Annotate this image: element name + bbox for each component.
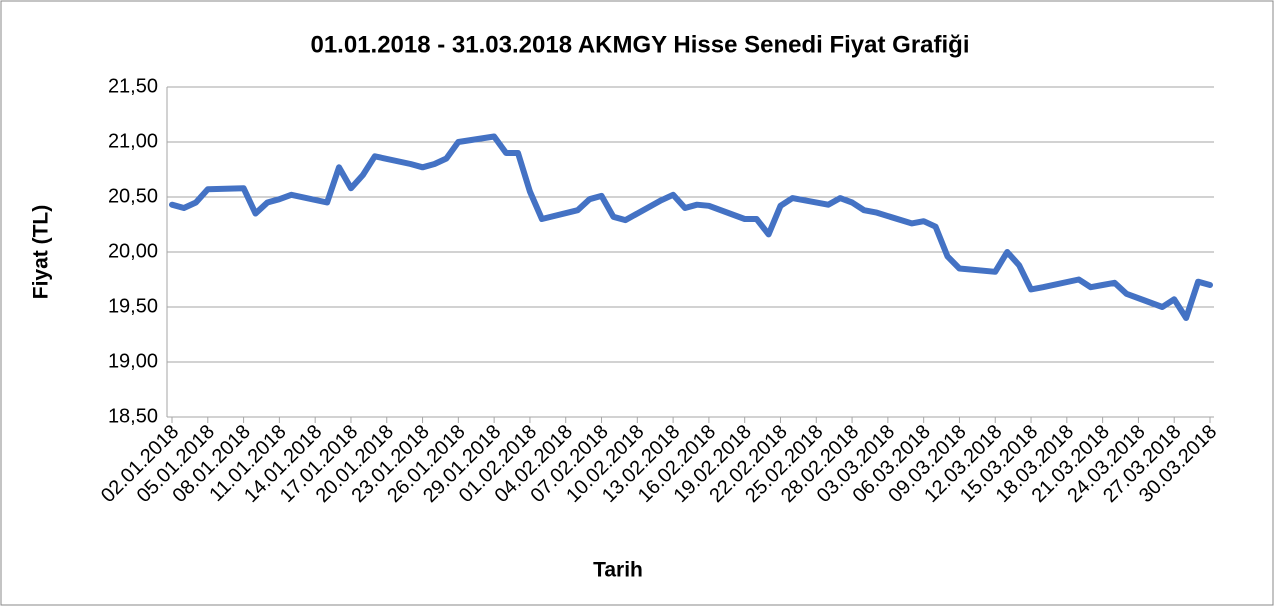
y-tick-label: 18,50 <box>108 405 158 427</box>
y-tick-label: 19,50 <box>108 295 158 317</box>
y-tick-label: 19,00 <box>108 350 158 372</box>
chart-title: 01.01.2018 - 31.03.2018 AKMGY Hisse Sene… <box>310 31 969 58</box>
price-line <box>169 133 1213 321</box>
y-tick-label: 21,00 <box>108 130 158 152</box>
x-axis-title: Tarih <box>593 559 643 582</box>
y-tick-label: 21,50 <box>108 75 158 97</box>
y-axis-title: Fiyat (TL) <box>30 205 53 300</box>
y-tick-label: 20,50 <box>108 185 158 207</box>
y-tick-label: 20,00 <box>108 240 158 262</box>
